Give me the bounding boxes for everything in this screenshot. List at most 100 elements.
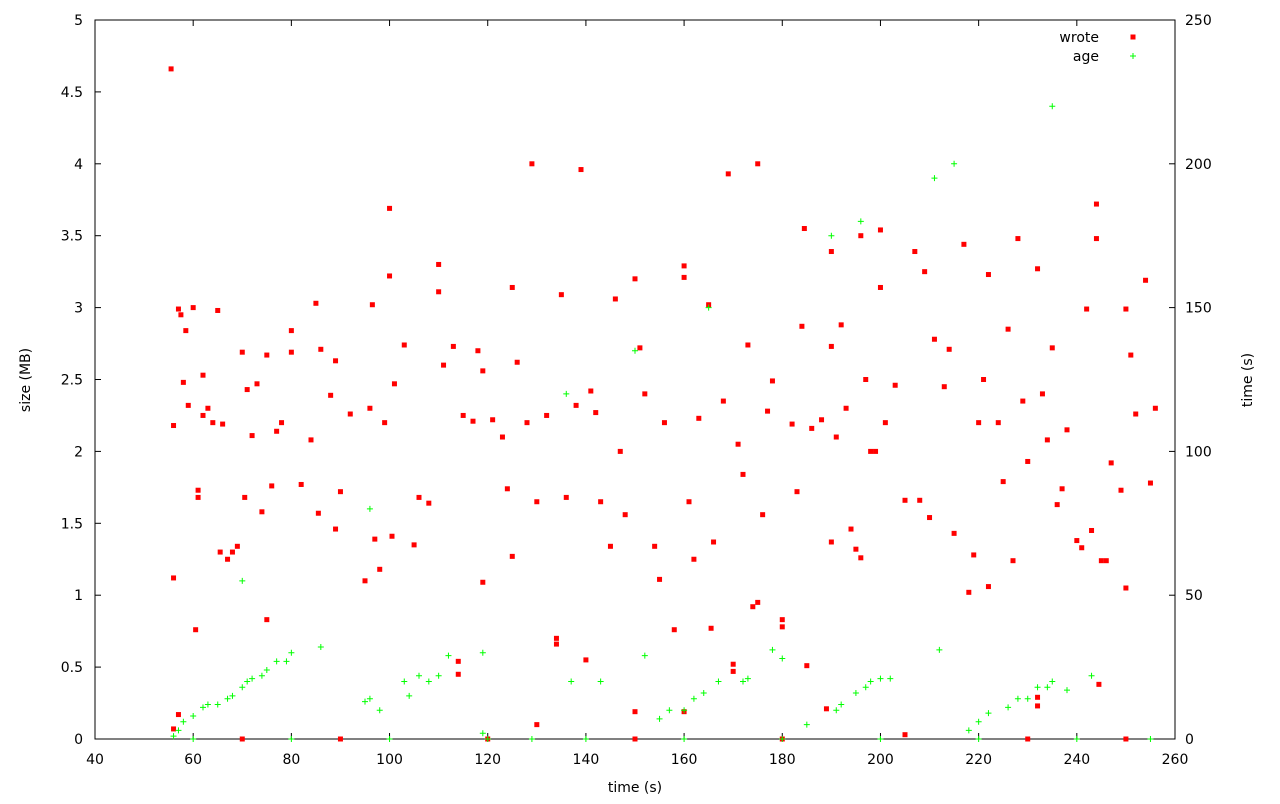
legend-marker (1130, 34, 1136, 40)
x-tick-label: 160 (671, 752, 698, 768)
point (1035, 694, 1041, 700)
point (470, 418, 476, 424)
point (1147, 736, 1154, 742)
point (691, 556, 697, 562)
point (168, 66, 174, 72)
point (681, 707, 688, 714)
point (558, 292, 564, 298)
point (597, 678, 604, 685)
point (224, 695, 231, 702)
point (244, 678, 251, 685)
point (239, 349, 245, 355)
point (258, 672, 265, 679)
point (553, 635, 559, 641)
y2-tick-label: 50 (1185, 588, 1203, 604)
point (185, 402, 191, 408)
point (671, 627, 677, 633)
point (509, 553, 515, 559)
y2-tick-label: 0 (1185, 732, 1194, 748)
point (455, 658, 461, 664)
y-tick-label: 1.5 (61, 516, 83, 532)
point (1000, 479, 1006, 485)
point (234, 543, 240, 549)
point (529, 161, 535, 167)
point (1049, 678, 1056, 685)
point (941, 384, 947, 390)
point (254, 381, 260, 387)
point (755, 161, 761, 167)
y-tick-label: 0.5 (61, 660, 83, 676)
point (696, 415, 702, 421)
point (779, 617, 785, 623)
point (582, 736, 589, 742)
point (917, 497, 923, 503)
point (1059, 486, 1065, 492)
x-tick-label: 140 (573, 752, 600, 768)
point (715, 678, 722, 685)
plot-frame (94, 19, 1176, 740)
point (661, 420, 667, 426)
point (259, 509, 265, 515)
point (1073, 736, 1080, 742)
point (583, 657, 589, 663)
point (411, 542, 417, 548)
point (779, 655, 786, 662)
point (740, 678, 746, 685)
point (263, 666, 270, 673)
point (386, 736, 393, 742)
point (225, 556, 231, 562)
point (445, 652, 452, 659)
point (1049, 345, 1055, 351)
point (877, 736, 884, 742)
point (927, 515, 933, 521)
point (637, 345, 643, 351)
point (1014, 695, 1021, 702)
point (838, 322, 844, 328)
point (544, 412, 550, 418)
point (1108, 460, 1114, 466)
point (333, 358, 339, 364)
legend-marker (1130, 53, 1136, 59)
point (200, 412, 206, 418)
point (401, 342, 407, 348)
point (705, 304, 712, 311)
point (391, 381, 397, 387)
point (740, 471, 746, 477)
point (195, 487, 201, 493)
point (612, 296, 618, 302)
point (180, 718, 187, 725)
point (1143, 277, 1149, 283)
point (1064, 687, 1070, 694)
point (801, 226, 807, 232)
point (376, 707, 383, 714)
point (598, 499, 604, 505)
point (362, 698, 368, 705)
point (190, 305, 196, 311)
point (828, 249, 834, 255)
point (215, 307, 221, 313)
point (367, 405, 373, 411)
point (1123, 585, 1129, 591)
point (1147, 480, 1153, 486)
point (333, 526, 339, 532)
point (244, 387, 250, 393)
legend-label: age (1073, 49, 1099, 65)
point (362, 578, 368, 584)
point (857, 218, 864, 225)
point (852, 689, 859, 696)
point (868, 448, 874, 454)
point (1079, 545, 1085, 551)
point (425, 678, 432, 685)
point (490, 417, 496, 423)
point (966, 589, 972, 595)
point (789, 421, 795, 427)
point (632, 347, 638, 354)
point (617, 448, 623, 454)
point (843, 405, 849, 411)
point (1035, 703, 1041, 709)
point (922, 269, 928, 275)
point (193, 627, 199, 633)
point (828, 539, 834, 545)
point (317, 643, 324, 650)
